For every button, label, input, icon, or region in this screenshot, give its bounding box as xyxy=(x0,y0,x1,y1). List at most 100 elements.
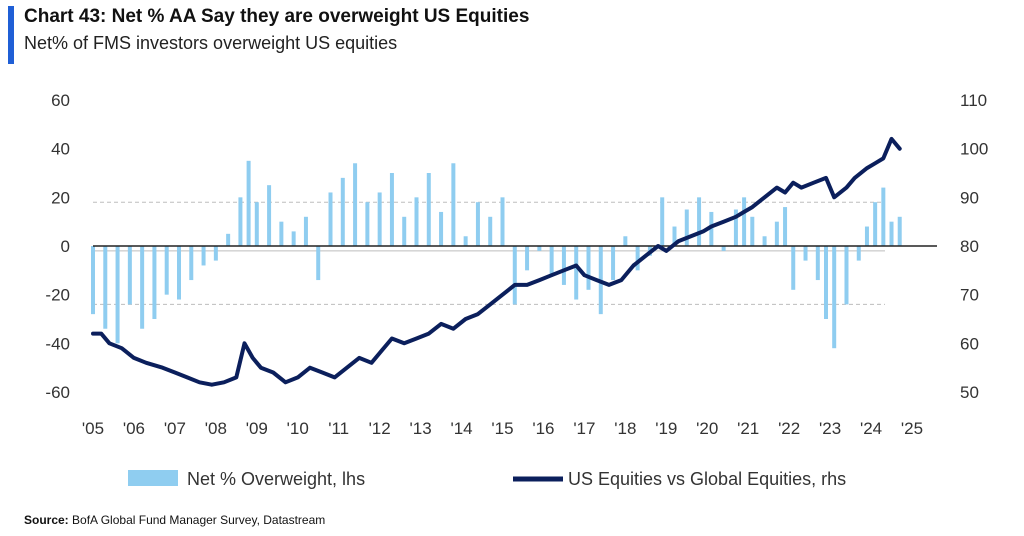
bar xyxy=(303,216,308,246)
x-tick-label: '11 xyxy=(328,419,349,438)
bar xyxy=(246,160,251,246)
bar xyxy=(750,216,755,246)
bar xyxy=(586,246,591,290)
bar xyxy=(525,246,530,271)
left-tick-label: -40 xyxy=(45,334,70,353)
right-tick-label: 110 xyxy=(960,91,987,110)
bar xyxy=(389,173,394,246)
bar xyxy=(864,226,869,246)
line-series xyxy=(91,136,902,387)
left-tick-label: 0 xyxy=(61,237,70,256)
bar xyxy=(824,246,829,319)
bar xyxy=(500,197,505,246)
bar xyxy=(238,197,243,246)
bar xyxy=(844,246,849,305)
left-tick-label: 40 xyxy=(51,140,70,159)
right-tick-label: 60 xyxy=(960,334,979,353)
x-tick-label: '25 xyxy=(901,419,923,438)
bar xyxy=(889,221,894,246)
bar xyxy=(475,202,480,246)
legend-label-line: US Equities vs Global Equities, rhs xyxy=(568,469,846,489)
x-tick-label: '06 xyxy=(123,419,145,438)
legend-swatch-bars xyxy=(128,470,178,486)
bar xyxy=(512,246,517,305)
bar xyxy=(623,236,628,246)
bar xyxy=(709,211,714,246)
title-accent-bar xyxy=(8,6,14,64)
bar xyxy=(213,246,218,261)
right-tick-label: 70 xyxy=(960,286,979,305)
bar xyxy=(226,233,231,246)
bar xyxy=(549,246,554,276)
bar xyxy=(774,221,779,246)
left-tick-label: -20 xyxy=(45,286,70,305)
bar xyxy=(140,246,145,329)
left-tick-label: 20 xyxy=(51,188,70,207)
x-tick-label: '09 xyxy=(246,419,268,438)
bar xyxy=(832,246,837,349)
bar xyxy=(279,221,284,246)
x-tick-label: '23 xyxy=(819,419,841,438)
bar xyxy=(127,246,132,305)
bar xyxy=(897,216,902,246)
bar xyxy=(537,246,542,251)
bar xyxy=(873,202,878,246)
bar xyxy=(426,173,431,246)
bar xyxy=(316,246,321,281)
series-line xyxy=(91,136,902,387)
left-axis-ticks: 60 40 20 0 -20 -40 -60 xyxy=(45,91,70,402)
bar xyxy=(815,246,820,281)
bar xyxy=(189,246,194,281)
bar xyxy=(762,236,767,246)
bar xyxy=(783,207,788,246)
bar xyxy=(635,246,640,271)
bar xyxy=(574,246,579,300)
bar xyxy=(402,216,407,246)
bar xyxy=(856,246,861,261)
bar xyxy=(697,197,702,246)
bar xyxy=(152,246,157,319)
x-tick-label: '18 xyxy=(614,419,636,438)
bar xyxy=(733,209,738,246)
source-label: Source: xyxy=(24,513,69,527)
bar xyxy=(91,246,95,315)
right-tick-label: 80 xyxy=(960,237,979,256)
x-tick-label: '17 xyxy=(573,419,595,438)
bar xyxy=(721,246,726,251)
x-tick-label: '10 xyxy=(287,419,309,438)
source-text: BofA Global Fund Manager Survey, Datastr… xyxy=(72,513,326,527)
bar xyxy=(488,216,493,246)
bar xyxy=(791,246,796,290)
chart-title: Chart 43: Net % AA Say they are overweig… xyxy=(24,6,530,27)
bar xyxy=(611,246,616,281)
bar xyxy=(353,163,358,246)
chart-subtitle: Net% of FMS investors overweight US equi… xyxy=(24,33,398,53)
bar xyxy=(803,246,808,261)
bar xyxy=(254,202,259,246)
bar xyxy=(201,246,206,266)
bar xyxy=(742,197,747,246)
x-tick-label: '22 xyxy=(778,419,800,438)
chart-canvas: 60 40 20 0 -20 -40 -60 110 100 90 80 70 60 50 '05 '06… xyxy=(45,91,988,489)
bar xyxy=(340,177,345,246)
bar xyxy=(291,231,296,246)
x-tick-label: '20 xyxy=(696,419,718,438)
right-tick-label: 50 xyxy=(960,383,979,402)
right-axis-ticks: 110 100 90 80 70 60 50 xyxy=(960,91,988,402)
bar xyxy=(115,246,120,344)
x-axis-ticks: '05 '06 '07 '08 '09 '10 '11 '12 '13 '14 '15 '16 '17 '… xyxy=(82,419,923,438)
x-tick-label: '24 xyxy=(860,419,882,438)
x-tick-label: '15 xyxy=(491,419,513,438)
right-tick-label: 100 xyxy=(960,140,988,159)
bar xyxy=(451,163,456,246)
bar xyxy=(414,197,419,246)
bar xyxy=(672,226,677,246)
bar xyxy=(103,246,108,329)
left-tick-label: 60 xyxy=(51,91,70,110)
x-tick-label: '07 xyxy=(164,419,186,438)
bar xyxy=(176,246,181,300)
bar xyxy=(328,192,333,246)
x-tick-label: '05 xyxy=(82,419,104,438)
legend-label-bars: Net % Overweight, lhs xyxy=(187,469,365,489)
x-tick-label: '16 xyxy=(532,419,554,438)
